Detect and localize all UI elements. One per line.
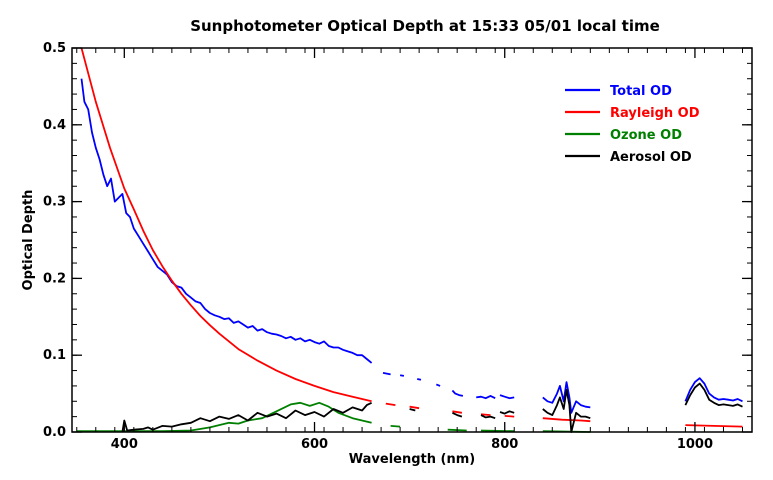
- series-total-od-segment-8: [542, 381, 591, 414]
- x-axis: 400 600 800 1000: [76, 48, 743, 452]
- series-rayleigh-od-segment-2: [409, 405, 420, 410]
- y-tick-label: 0.2: [43, 271, 66, 286]
- x-axis-label: Wavelength (nm): [349, 452, 475, 467]
- y-axis-label: Optical Depth: [21, 190, 36, 291]
- y-tick-label: 0.1: [43, 348, 66, 363]
- x-tick-label: 1000: [677, 437, 713, 452]
- series-rayleigh-od-segment-5: [504, 415, 515, 418]
- y-tick-label: 0.3: [43, 195, 66, 210]
- legend-label-rayleigh-od: Rayleigh OD: [610, 106, 700, 121]
- series-total-od-segment-6: [476, 394, 496, 400]
- y-axis: 0.0 0.1 0.2 0.3 0.4 0.5: [43, 41, 752, 440]
- legend-label-total-od: Total OD: [610, 84, 672, 99]
- series-total-od-segment-1: [382, 372, 391, 376]
- series-total-od-segment-7: [499, 394, 515, 400]
- x-tick-label: 800: [491, 437, 518, 452]
- x-tick-label: 400: [111, 437, 138, 452]
- series-aerosol-od-segment-2: [452, 411, 463, 418]
- chart-title: Sunphotometer Optical Depth at 15:33 05/…: [190, 17, 660, 35]
- series-total-od-segment-0: [80, 78, 373, 364]
- legend-label-aerosol-od: Aerosol OD: [610, 150, 692, 165]
- series-rayleigh-od-segment-7: [685, 424, 743, 428]
- series-rayleigh-od-segment-1: [385, 402, 396, 406]
- series-aerosol-od-segment-0: [121, 401, 372, 433]
- series-rayleigh-od-segment-3: [452, 410, 463, 414]
- series-total-od-segment-2: [399, 374, 405, 377]
- x-tick-label: 600: [301, 437, 328, 452]
- series-total-od-segment-9: [684, 377, 743, 403]
- series-ozone-od-segment-0: [76, 401, 372, 433]
- series-rayleigh-od-segment-6: [542, 417, 591, 423]
- series-aerosol-od-segment-3: [480, 414, 496, 420]
- series-total-od-segment-4: [435, 383, 441, 387]
- y-tick-label: 0.5: [43, 41, 66, 56]
- series-aerosol-od-segment-4: [499, 410, 515, 415]
- series-aerosol-od-segment-1: [409, 408, 416, 412]
- series-ozone-od-segment-3: [480, 429, 515, 433]
- y-tick-label: 0.4: [43, 118, 66, 133]
- series-rayleigh-od-segment-4: [480, 413, 491, 416]
- series-rayleigh-od-segment-0: [80, 47, 372, 403]
- series-aerosol-od-segment-6: [684, 382, 743, 408]
- legend: Total OD Rayleigh OD Ozone OD Aerosol OD: [565, 84, 700, 165]
- plot-frame: [71, 47, 753, 433]
- legend-label-ozone-od: Ozone OD: [610, 128, 682, 143]
- series-aerosol-od-segment-5: [542, 388, 591, 433]
- series-ozone-od-segment-1: [390, 425, 401, 428]
- y-tick-label: 0.0: [43, 425, 66, 440]
- series-total-od-segment-5: [451, 389, 464, 397]
- series-total-od-segment-3: [417, 378, 422, 381]
